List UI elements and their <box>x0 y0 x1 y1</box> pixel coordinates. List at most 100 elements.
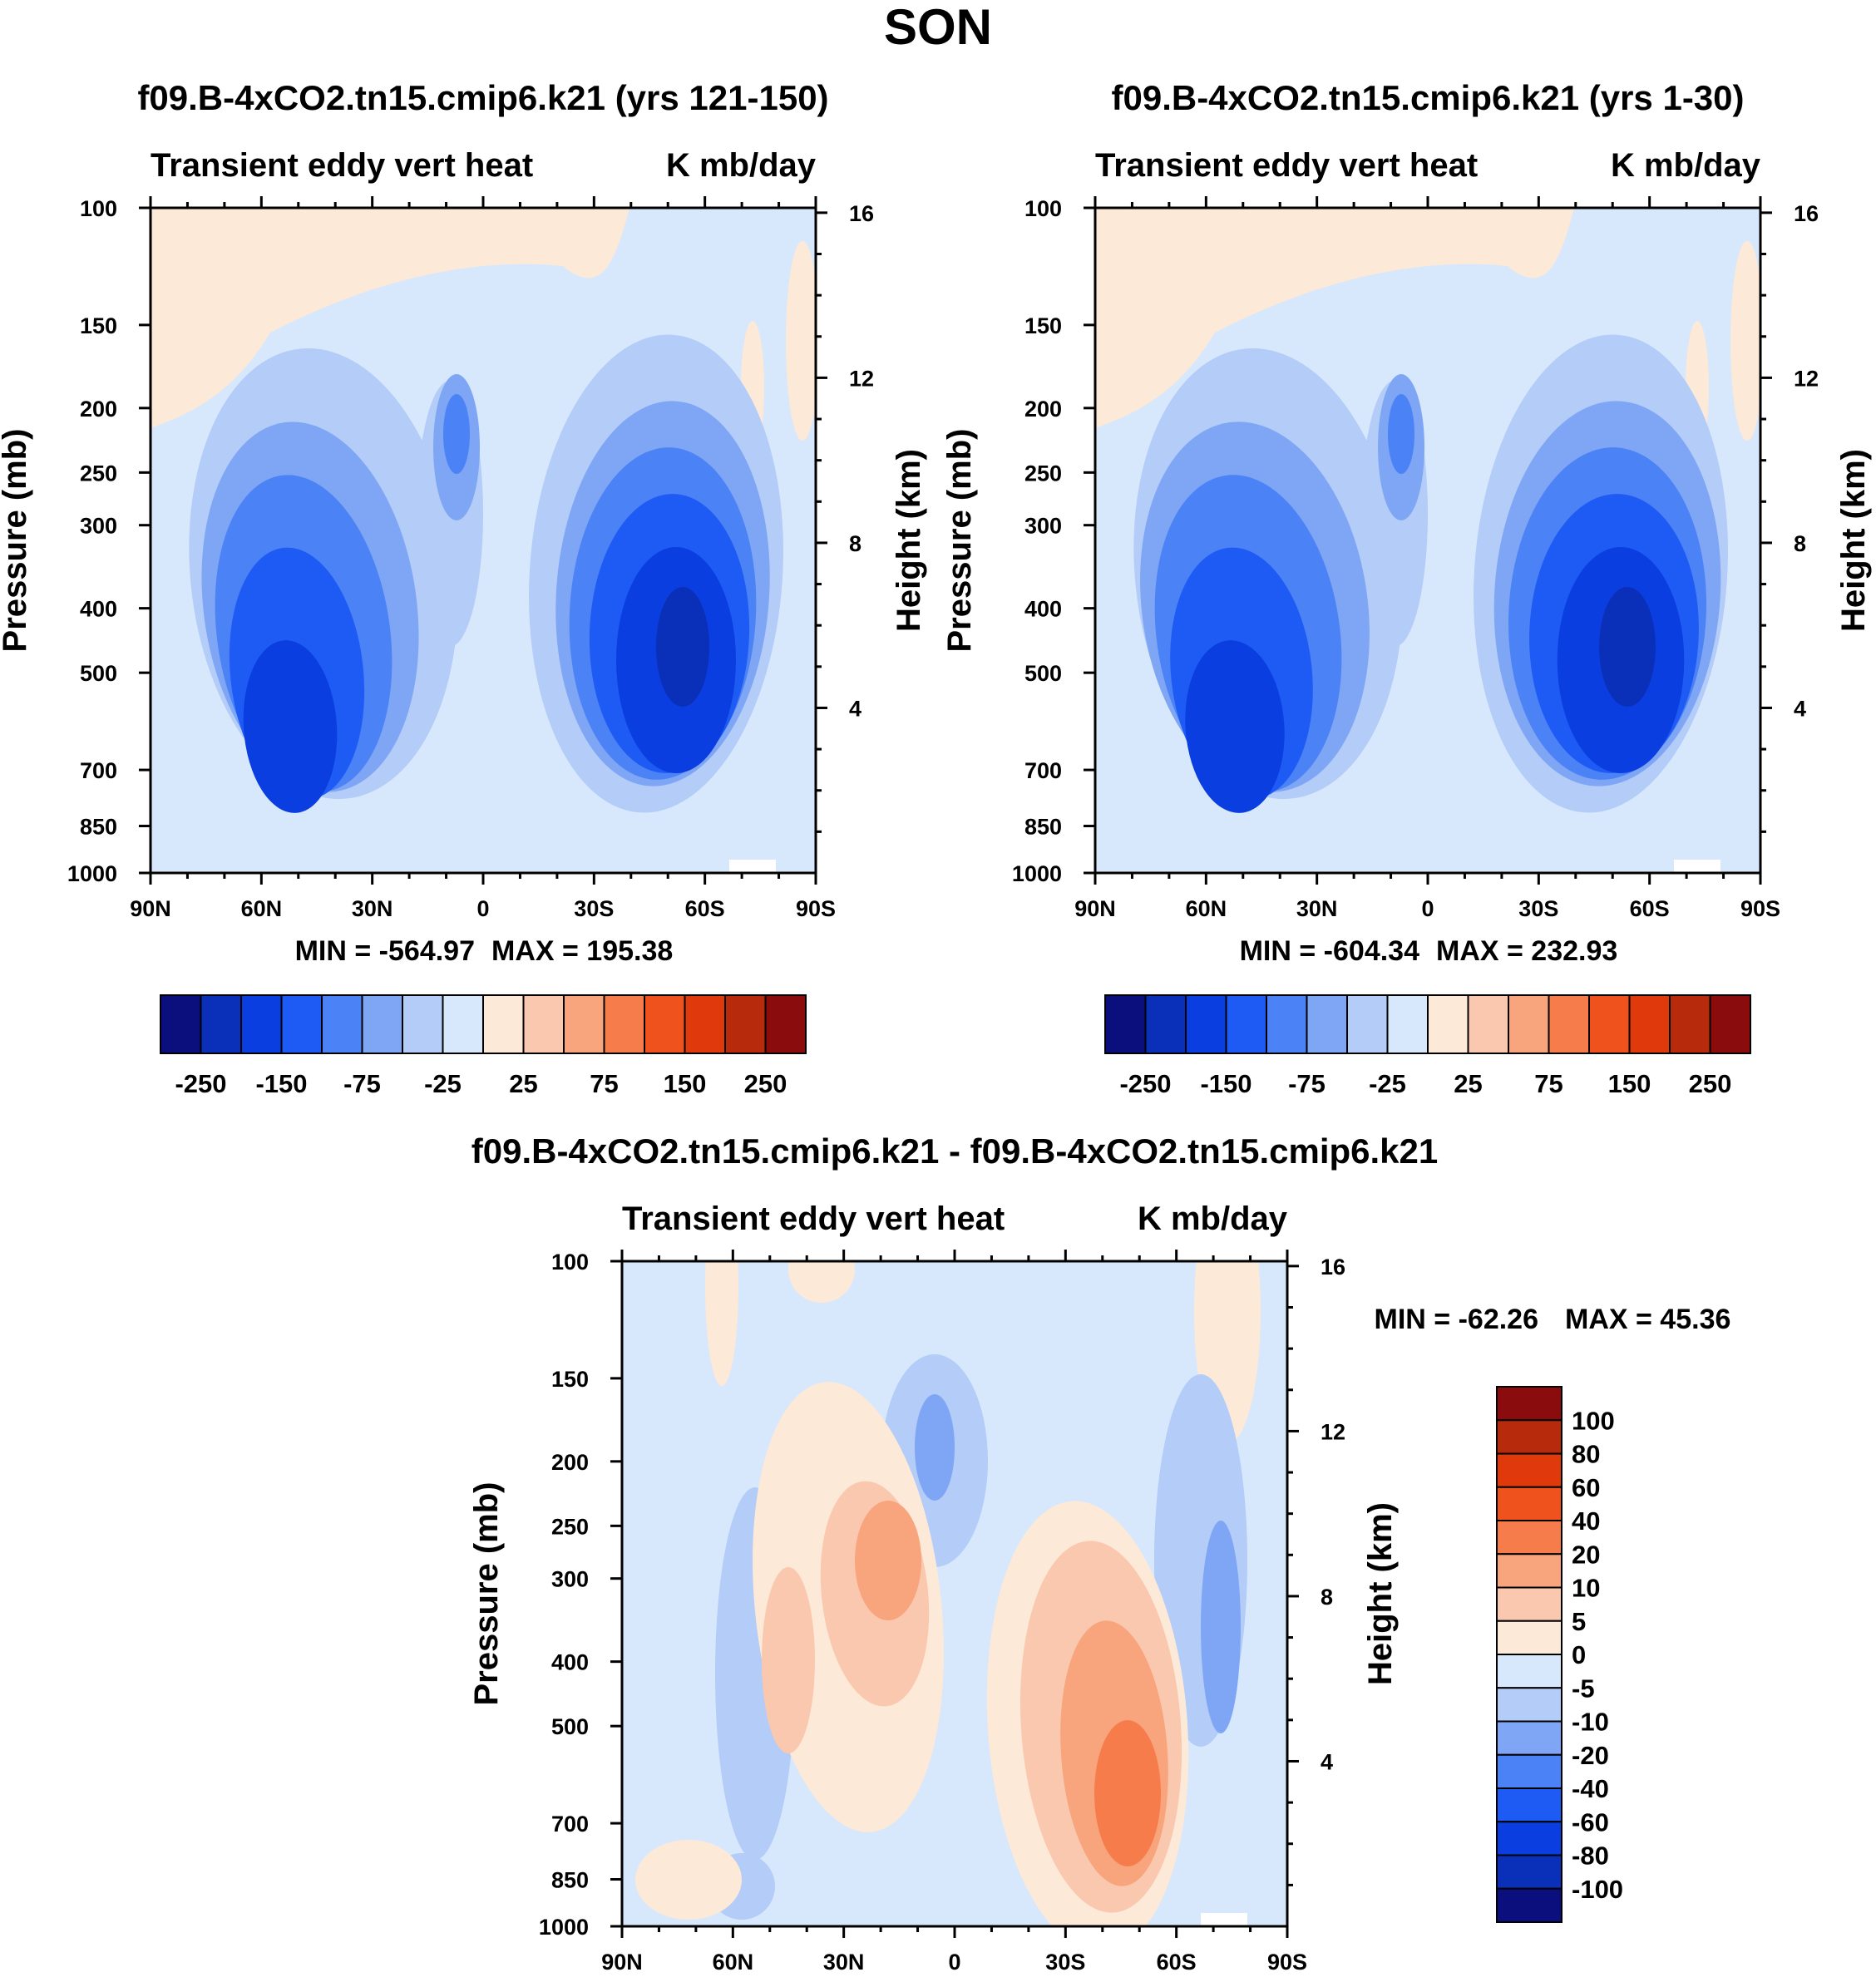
colorbar-swatch <box>1496 1520 1563 1556</box>
colorbar-swatch <box>1144 994 1187 1054</box>
colorbar-label: -20 <box>1572 1741 1609 1770</box>
max-value: MAX = 45.36 <box>1565 1304 1730 1335</box>
colorbar-swatch <box>1496 1419 1563 1455</box>
x-tick-label: 0 <box>1421 896 1434 921</box>
colorbar-label: 25 <box>509 1069 537 1098</box>
x-tick-label: 60S <box>1630 896 1670 921</box>
missing-data-region <box>1201 1913 1247 1926</box>
y-tick-label: 700 <box>551 1812 589 1837</box>
x-tick-label: 30N <box>823 1950 865 1975</box>
colorbar-swatch <box>1185 994 1227 1054</box>
colorbar-swatch <box>1496 1386 1563 1422</box>
colorbar-swatch <box>1496 1553 1563 1589</box>
y-tick-label: 150 <box>551 1367 589 1392</box>
colorbar-label: -40 <box>1572 1774 1609 1803</box>
colorbar-swatch <box>1508 994 1550 1054</box>
x-tick-label: 30N <box>1296 896 1338 921</box>
colorbar-swatch <box>1496 1486 1563 1521</box>
colorbar-label: 80 <box>1572 1440 1600 1469</box>
colorbar-swatch <box>764 994 807 1054</box>
y-tick-label: 300 <box>551 1567 589 1592</box>
colorbar-swatch <box>1496 1654 1563 1689</box>
colorbar-label: 40 <box>1572 1506 1600 1536</box>
colorbar-label: -250 <box>175 1069 226 1098</box>
y2-tick-label: 8 <box>1321 1585 1333 1610</box>
x-tick-label: 90N <box>601 1950 643 1975</box>
colorbar-label: 250 <box>744 1069 787 1098</box>
colorbar-swatch <box>1496 1620 1563 1655</box>
colorbar-swatch <box>1496 1821 1563 1856</box>
contour-field <box>622 1261 1287 1926</box>
colorbar-swatch <box>1306 994 1348 1054</box>
contour-field <box>1095 208 1760 873</box>
y-tick-label: 850 <box>1024 815 1062 840</box>
x-tick-label: 30S <box>1045 1950 1085 1975</box>
x-tick-label: 60N <box>713 1950 754 1975</box>
colorbar-swatch <box>1496 1854 1563 1890</box>
y-axis-title: Pressure (mb) <box>468 1482 505 1706</box>
colorbar-swatch <box>1104 994 1147 1054</box>
contour-level-4-region-0 <box>243 640 338 813</box>
y-tick-label: 300 <box>1024 514 1062 539</box>
max-value: MAX = 195.38 <box>491 935 673 967</box>
colorbar-swatch <box>1496 1787 1563 1823</box>
contour-level-4-region-1 <box>855 1501 921 1620</box>
colorbar-swatch <box>1467 994 1509 1054</box>
colorbar-swatch <box>1588 994 1631 1054</box>
panel-variable-label: Transient eddy vert heat <box>1095 147 1478 184</box>
y-tick-label: 400 <box>80 597 117 622</box>
colorbar-swatch <box>1346 994 1389 1054</box>
positive-region-upper-left <box>705 1261 738 1386</box>
colorbar-swatch <box>402 994 444 1054</box>
colorbar-label: 75 <box>590 1069 618 1098</box>
contour-level-1-region-0 <box>915 1394 955 1501</box>
x-tick-label: 0 <box>476 896 489 921</box>
colorbar-label: 150 <box>664 1069 707 1098</box>
y-tick-label: 100 <box>80 196 117 221</box>
max-value: MAX = 232.93 <box>1436 935 1617 967</box>
colorbar-swatch <box>1496 1687 1563 1723</box>
y2-axis-title: Height (km) <box>891 449 927 632</box>
y-tick-label: 500 <box>1024 661 1062 686</box>
colorbar-swatch <box>603 994 645 1054</box>
y-tick-label: 250 <box>80 461 117 486</box>
colorbar-swatch <box>1496 1753 1563 1789</box>
x-tick-label: 60N <box>1186 896 1227 921</box>
panel-case-title: f09.B-4xCO2.tn15.cmip6.k21 (yrs 121-150) <box>137 78 828 117</box>
y2-tick-label: 4 <box>1321 1749 1333 1774</box>
panel-units-label: K mb/day <box>666 147 817 184</box>
positive-region-edge <box>786 241 816 441</box>
y2-tick-label: 8 <box>849 531 861 556</box>
colorbar-label: -60 <box>1572 1807 1609 1837</box>
x-tick-label: 30N <box>352 896 393 921</box>
panel-3: f09.B-4xCO2.tn15.cmip6.k21 - f09.B-4xCO2… <box>468 1132 1730 1975</box>
colorbar-label: -250 <box>1119 1069 1171 1098</box>
contour-level-4-region-0 <box>1185 640 1285 813</box>
y2-tick-label: 12 <box>849 366 874 391</box>
y-tick-label: 400 <box>551 1650 589 1675</box>
y-tick-label: 850 <box>551 1868 589 1893</box>
y-tick-label: 100 <box>1024 196 1062 221</box>
y2-tick-label: 12 <box>1321 1419 1345 1444</box>
y2-tick-label: 4 <box>1794 696 1806 721</box>
colorbar-swatch <box>1496 1452 1563 1488</box>
x-tick-label: 90S <box>1267 1950 1307 1975</box>
colorbar-label: 10 <box>1572 1574 1600 1603</box>
colorbar-label: 60 <box>1572 1473 1600 1502</box>
colorbar-swatch <box>1548 994 1590 1054</box>
contour-field <box>151 208 816 873</box>
x-tick-label: 90S <box>796 896 836 921</box>
y-tick-label: 300 <box>80 514 117 539</box>
colorbar-label: 100 <box>1572 1406 1615 1435</box>
colorbar-swatch <box>1225 994 1267 1054</box>
min-value: MIN = -62.26 <box>1375 1304 1538 1335</box>
positive-region-upper <box>1095 208 1574 428</box>
y-tick-label: 200 <box>551 1450 589 1475</box>
panel-1: f09.B-4xCO2.tn15.cmip6.k21 (yrs 121-150)… <box>0 78 927 967</box>
x-tick-label: 60N <box>241 896 283 921</box>
colorbar-label: 0 <box>1572 1640 1586 1669</box>
min-value: MIN = -604.34 <box>1240 935 1419 967</box>
y-tick-label: 1000 <box>539 1915 589 1940</box>
y2-axis-title: Height (km) <box>1835 449 1872 632</box>
